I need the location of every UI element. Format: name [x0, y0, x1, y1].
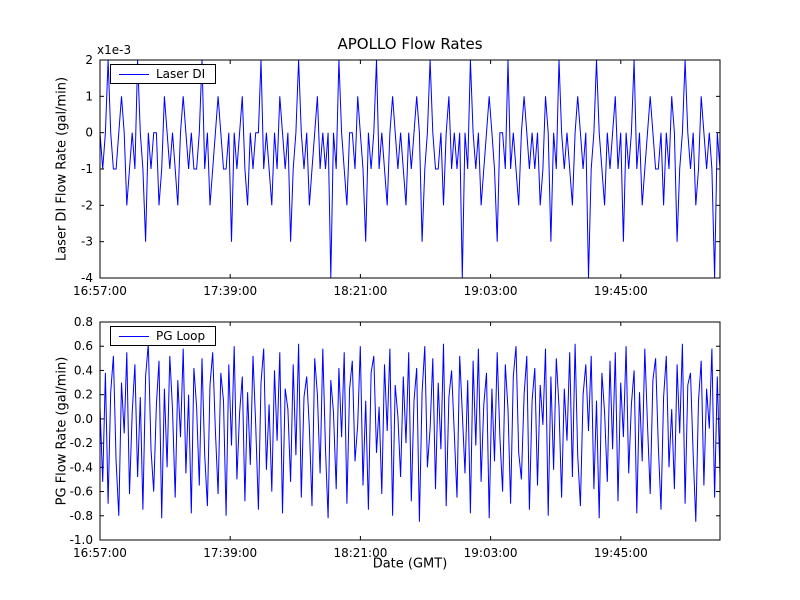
x-tick-label: 18:21:00: [333, 284, 387, 298]
y-tick-label: 0.6: [74, 339, 93, 353]
y-tick-label: 0: [85, 126, 93, 140]
x-tick-label: 17:39:00: [203, 546, 257, 560]
y-axis-label-laser-di: Laser DI Flow Rate (gal/min): [54, 76, 70, 262]
y-tick-label: -1: [81, 162, 93, 176]
y-tick-label: 1: [85, 89, 93, 103]
y-tick-label: 0.2: [74, 388, 93, 402]
y-tick-label: 2: [85, 53, 93, 67]
x-axis-label: Date (GMT): [372, 556, 448, 572]
x-tick-label: 16:57:00: [73, 284, 127, 298]
y-tick-label: 0.0: [74, 412, 93, 426]
legend-line-sample: [119, 335, 149, 337]
x-tick-label: 19:03:00: [464, 284, 518, 298]
y-tick-label: -0.2: [70, 436, 93, 450]
axes-border: [99, 321, 721, 541]
x-tick-label: 19:03:00: [464, 546, 518, 560]
y-tick-label: -3: [81, 235, 93, 249]
y-tick-label: -0.8: [70, 509, 93, 523]
axes-border: [99, 59, 721, 279]
series-line-pg-loop: [100, 343, 720, 522]
y-tick-label: -1.0: [70, 533, 93, 547]
x-tick-label: 18:21:00: [333, 546, 387, 560]
legend-pg-loop: PG Loop: [110, 326, 217, 346]
legend-laser-di: Laser DI: [110, 64, 217, 84]
legend-label: Laser DI: [156, 67, 206, 81]
y-tick-label: -4: [81, 271, 93, 285]
x-tick-label: 16:57:00: [73, 546, 127, 560]
x-tick-label: 19:45:00: [594, 546, 648, 560]
y-tick-label: -2: [81, 198, 93, 212]
y-axis-offset-text: x1e-3: [97, 43, 132, 57]
y-tick-label: -0.6: [70, 485, 93, 499]
series-line-laser-di: [100, 60, 720, 278]
y-tick-label: -0.4: [70, 460, 93, 474]
y-axis-label-pg-loop: PG Flow Rate (gal/min): [54, 356, 70, 506]
legend-label: PG Loop: [156, 329, 206, 343]
x-tick-label: 17:39:00: [203, 284, 257, 298]
x-tick-label: 19:45:00: [594, 284, 648, 298]
legend-line-sample: [119, 73, 149, 75]
chart-title: APOLLO Flow Rates: [337, 35, 483, 53]
y-tick-label: 0.8: [74, 315, 93, 329]
y-tick-label: 0.4: [74, 363, 93, 377]
